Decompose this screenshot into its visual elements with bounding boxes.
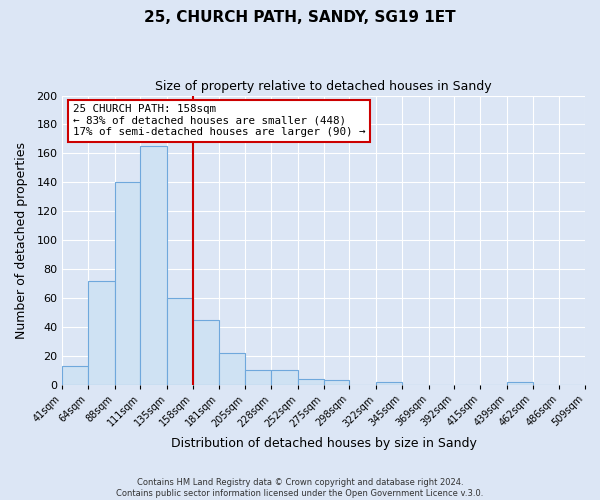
Y-axis label: Number of detached properties: Number of detached properties bbox=[15, 142, 28, 338]
X-axis label: Distribution of detached houses by size in Sandy: Distribution of detached houses by size … bbox=[171, 437, 476, 450]
Bar bbox=[323, 380, 349, 384]
Bar bbox=[88, 280, 115, 384]
Bar bbox=[167, 298, 193, 384]
Title: Size of property relative to detached houses in Sandy: Size of property relative to detached ho… bbox=[155, 80, 492, 93]
Bar bbox=[376, 382, 402, 384]
Text: Contains HM Land Registry data © Crown copyright and database right 2024.
Contai: Contains HM Land Registry data © Crown c… bbox=[116, 478, 484, 498]
Bar bbox=[245, 370, 271, 384]
Bar bbox=[271, 370, 298, 384]
Bar bbox=[193, 320, 218, 384]
Text: 25, CHURCH PATH, SANDY, SG19 1ET: 25, CHURCH PATH, SANDY, SG19 1ET bbox=[144, 10, 456, 25]
Bar bbox=[115, 182, 140, 384]
Bar bbox=[298, 379, 323, 384]
Bar bbox=[62, 366, 88, 384]
Bar bbox=[218, 353, 245, 384]
Bar bbox=[140, 146, 167, 384]
Bar bbox=[507, 382, 533, 384]
Text: 25 CHURCH PATH: 158sqm
← 83% of detached houses are smaller (448)
17% of semi-de: 25 CHURCH PATH: 158sqm ← 83% of detached… bbox=[73, 104, 365, 138]
